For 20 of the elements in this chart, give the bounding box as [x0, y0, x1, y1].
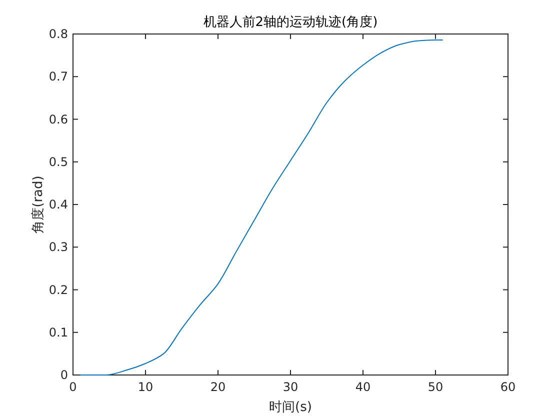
- y-tick-label: 0.2: [48, 282, 68, 297]
- y-tick-label: 0.8: [48, 27, 68, 41]
- y-tick-label: 0.5: [48, 154, 68, 169]
- x-tick-label: 60: [500, 380, 516, 394]
- line-series: [80, 39, 444, 376]
- y-tick-label: 0.6: [48, 112, 68, 126]
- x-tick-label: 20: [210, 380, 226, 394]
- y-tick-label: 0.7: [48, 70, 68, 84]
- x-tick-label: 10: [138, 380, 154, 394]
- x-tick-label: 40: [355, 380, 371, 394]
- x-tick-label: 0: [69, 380, 77, 394]
- x-axis-title: 时间(s): [269, 400, 312, 415]
- y-tick-label: 0.1: [48, 325, 68, 340]
- y-axis-title: 角度(rad): [30, 176, 46, 234]
- x-tick-label: 50: [428, 380, 444, 394]
- y-tick-label: 0.4: [48, 198, 68, 212]
- x-tick-label: 30: [282, 380, 298, 394]
- chart-title: 机器人前2轴的运动轨迹(角度): [203, 14, 378, 30]
- y-tick-label: 0.3: [48, 240, 68, 254]
- y-tick-label: 0: [60, 368, 68, 382]
